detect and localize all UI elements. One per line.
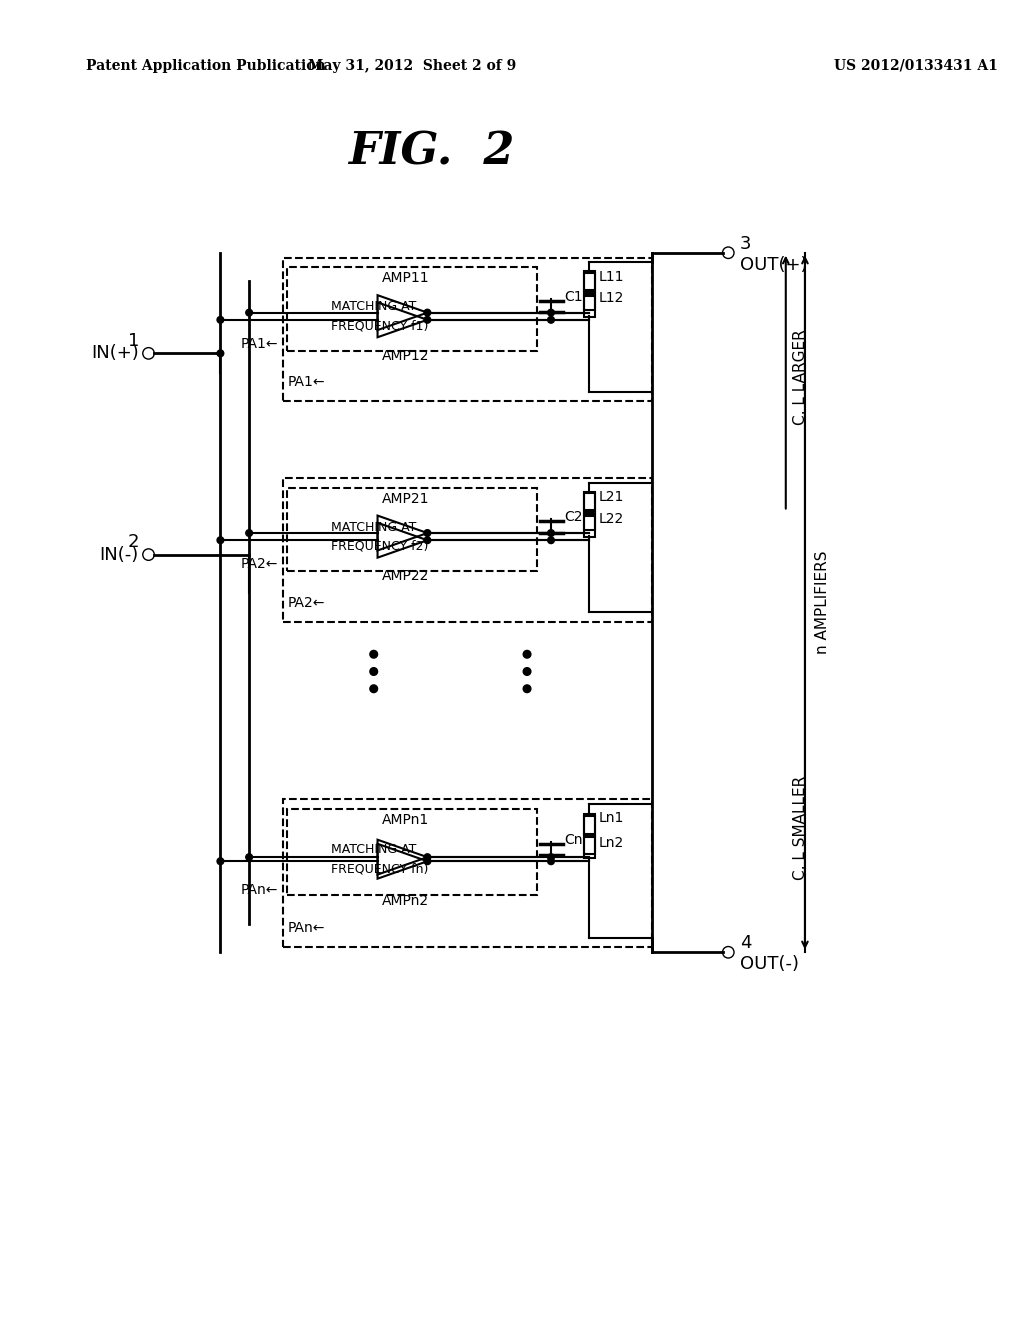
Text: US 2012/0133431 A1: US 2012/0133431 A1 xyxy=(834,59,997,73)
Circle shape xyxy=(424,317,431,323)
Circle shape xyxy=(370,685,378,693)
Text: 3: 3 xyxy=(739,235,752,252)
Circle shape xyxy=(424,537,431,544)
Bar xyxy=(584,494,595,515)
Text: PA2←: PA2← xyxy=(288,595,325,610)
Text: L11: L11 xyxy=(599,269,625,284)
Bar xyxy=(288,487,537,572)
Text: PA1←: PA1← xyxy=(288,375,325,389)
Text: Ln1: Ln1 xyxy=(599,810,625,825)
Bar xyxy=(584,836,595,854)
Circle shape xyxy=(548,854,554,861)
Circle shape xyxy=(523,668,530,676)
Text: PA2←: PA2← xyxy=(241,557,278,572)
Circle shape xyxy=(424,858,431,865)
Text: AMP12: AMP12 xyxy=(382,348,430,363)
Text: L21: L21 xyxy=(599,490,625,504)
Text: 4: 4 xyxy=(739,935,752,952)
Bar xyxy=(584,492,595,510)
Text: May 31, 2012  Sheet 2 of 9: May 31, 2012 Sheet 2 of 9 xyxy=(308,59,516,73)
Text: FREQUENCY fn): FREQUENCY fn) xyxy=(331,862,428,875)
Circle shape xyxy=(424,529,431,536)
Text: 1: 1 xyxy=(128,331,139,350)
Text: MATCHING AT: MATCHING AT xyxy=(331,300,416,313)
Text: PAn←: PAn← xyxy=(241,883,278,898)
Bar xyxy=(584,837,595,858)
Bar xyxy=(283,478,651,622)
Text: Cn: Cn xyxy=(564,833,583,847)
Bar xyxy=(584,273,595,294)
Circle shape xyxy=(548,309,554,315)
Text: MATCHING AT: MATCHING AT xyxy=(331,843,416,857)
Text: IN(+): IN(+) xyxy=(91,345,139,363)
Circle shape xyxy=(246,854,253,861)
Text: MATCHING AT: MATCHING AT xyxy=(331,520,416,533)
Circle shape xyxy=(217,537,224,544)
Circle shape xyxy=(246,309,253,315)
Circle shape xyxy=(217,350,224,356)
Circle shape xyxy=(217,317,224,323)
Text: FREQUENCY f2): FREQUENCY f2) xyxy=(331,540,428,553)
Text: FREQUENCY f1): FREQUENCY f1) xyxy=(331,319,428,333)
Bar xyxy=(584,272,595,289)
Text: L12: L12 xyxy=(599,292,625,305)
Circle shape xyxy=(370,668,378,676)
Bar xyxy=(584,816,595,834)
Text: PA1←: PA1← xyxy=(241,337,278,351)
Circle shape xyxy=(523,651,530,659)
Bar xyxy=(288,809,537,895)
Circle shape xyxy=(548,529,554,536)
Text: AMP21: AMP21 xyxy=(382,492,430,506)
Text: Patent Application Publication: Patent Application Publication xyxy=(86,59,326,73)
Text: L22: L22 xyxy=(599,512,625,525)
Bar xyxy=(584,516,595,537)
Text: AMPn1: AMPn1 xyxy=(382,813,430,826)
Circle shape xyxy=(424,309,431,315)
Text: C, L LARGER: C, L LARGER xyxy=(794,330,808,425)
Bar xyxy=(288,267,537,351)
Bar xyxy=(283,257,651,401)
Circle shape xyxy=(548,537,554,544)
Text: Ln2: Ln2 xyxy=(599,836,625,850)
Text: IN(-): IN(-) xyxy=(99,545,139,564)
Text: AMPn2: AMPn2 xyxy=(382,894,429,908)
Text: n AMPLIFIERS: n AMPLIFIERS xyxy=(814,550,829,655)
Bar xyxy=(584,292,595,310)
Text: C, L SMALLER: C, L SMALLER xyxy=(794,776,808,880)
Text: PAn←: PAn← xyxy=(288,921,325,936)
Circle shape xyxy=(548,317,554,323)
Circle shape xyxy=(217,858,224,865)
Circle shape xyxy=(424,854,431,861)
Bar xyxy=(283,799,651,948)
Text: AMP11: AMP11 xyxy=(382,272,430,285)
Circle shape xyxy=(523,685,530,693)
Text: 2: 2 xyxy=(127,533,139,550)
Circle shape xyxy=(548,858,554,865)
Bar xyxy=(584,814,595,836)
Text: FIG.  2: FIG. 2 xyxy=(348,131,514,174)
Text: C1: C1 xyxy=(564,290,583,304)
Circle shape xyxy=(246,529,253,536)
Circle shape xyxy=(370,651,378,659)
Bar xyxy=(584,512,595,531)
Text: C2: C2 xyxy=(564,511,583,524)
Text: OUT(+): OUT(+) xyxy=(739,256,807,273)
Bar xyxy=(584,296,595,317)
Text: AMP22: AMP22 xyxy=(382,569,430,583)
Text: OUT(-): OUT(-) xyxy=(739,956,799,973)
